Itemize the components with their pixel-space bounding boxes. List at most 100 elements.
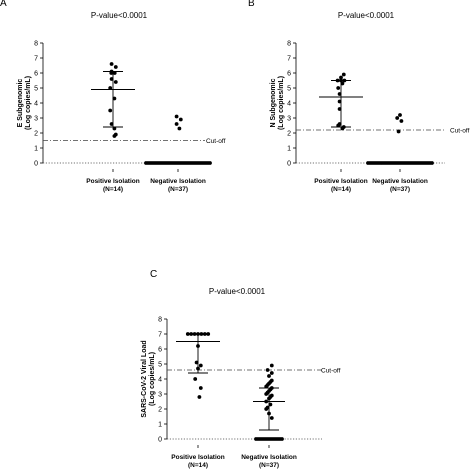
x-category-count: (N=14) — [103, 186, 123, 193]
x-category-label: Negative Isolation — [150, 178, 206, 185]
y-tick-label: 2 — [34, 131, 38, 138]
y-tick-label: 3 — [158, 392, 162, 399]
series-positive — [319, 72, 363, 131]
data-point — [269, 371, 274, 375]
data-point — [177, 126, 182, 131]
x-category-count: (N=37) — [259, 462, 279, 469]
y-tick-label: 0 — [287, 161, 291, 168]
y-tick-label: 6 — [158, 347, 162, 354]
data-point — [269, 363, 274, 368]
y-tick-label: 5 — [287, 86, 291, 93]
chart-panel-c: C P-value<0.0001 0 1 2 3 4 5 6 7 8 SARS-CoV-2 Viral… — [141, 269, 341, 469]
y-tick-label: 8 — [287, 41, 291, 48]
y-tick-label: 4 — [158, 377, 162, 384]
y-axis-title: N Subgenomic — [270, 78, 277, 127]
cutoff-label: Cut-off — [450, 128, 470, 135]
y-axis-title: E Subgenomic — [17, 79, 24, 128]
data-point — [341, 72, 346, 77]
series-negative — [366, 113, 434, 165]
y-tick-label: 7 — [158, 332, 162, 339]
cutoff-label: Cut-off — [206, 138, 226, 145]
y-tick-label: 0 — [34, 161, 38, 168]
series-positive — [91, 62, 135, 138]
y-tick-label: 7 — [287, 56, 291, 63]
y-tick-label: 6 — [34, 71, 38, 78]
data-point — [340, 126, 345, 131]
y-tick-label: 3 — [34, 116, 38, 123]
data-point — [265, 368, 270, 372]
data-point — [174, 122, 179, 126]
data-point — [264, 407, 269, 411]
y-tick-label: 7 — [34, 56, 38, 63]
chart-panel-a: A P-value<0.0001 0 1 2 3 4 5 6 7 8 E Subgenomic (Log… — [0, 0, 226, 193]
data-point — [208, 161, 212, 165]
chart-panel-b: B P-value<0.0001 0 1 2 3 4 5 6 7 8 N Subgenomic (Log… — [248, 0, 470, 193]
y-axis-subtitle: (Log copies/mL) — [149, 352, 156, 406]
data-point — [268, 402, 273, 407]
data-point — [112, 126, 117, 131]
x-category-label: Negative Isolation — [241, 454, 297, 461]
data-point — [399, 119, 404, 123]
data-point — [197, 395, 202, 399]
data-point — [174, 114, 179, 119]
y-tick-label: 8 — [34, 41, 38, 48]
y-tick-label: 2 — [287, 131, 291, 138]
y-tick-label: 1 — [158, 422, 162, 429]
data-point — [430, 161, 434, 165]
y-axis-subtitle: (Log copies/mL) — [278, 76, 285, 130]
y-tick-label: 4 — [34, 101, 38, 108]
data-point — [396, 129, 401, 134]
y-axis-subtitle: (Log copies/mL) — [25, 76, 32, 130]
data-point — [198, 363, 203, 368]
x-category-count: (N=14) — [188, 462, 208, 469]
y-tick-label: 1 — [287, 146, 291, 153]
data-point — [340, 81, 345, 86]
data-point — [185, 332, 190, 336]
panel-letter: A — [0, 0, 7, 9]
data-point — [398, 113, 402, 117]
data-point — [178, 117, 183, 122]
data-point — [108, 86, 113, 90]
data-point — [264, 392, 269, 396]
y-tick-label: 0 — [158, 437, 162, 444]
data-point — [336, 123, 341, 128]
data-point — [339, 75, 343, 80]
data-point — [112, 134, 117, 138]
series-negative — [253, 363, 285, 441]
data-point — [112, 71, 117, 75]
data-point — [395, 116, 400, 120]
x-category-count: (N=37) — [168, 186, 188, 193]
data-point — [267, 374, 271, 378]
y-tick-label: 6 — [287, 71, 291, 78]
y-tick-label: 5 — [34, 86, 38, 93]
panel-letter: C — [150, 269, 157, 280]
data-point — [206, 332, 211, 336]
x-category-count: (N=37) — [390, 186, 410, 193]
series-negative — [144, 114, 212, 165]
x-category-label: Positive Isolation — [86, 178, 139, 185]
p-value-title: P-value<0.0001 — [91, 11, 148, 20]
y-tick-label: 3 — [287, 116, 291, 123]
data-point — [109, 62, 114, 66]
p-value-title: P-value<0.0001 — [338, 11, 395, 20]
y-tick-label: 8 — [158, 317, 162, 324]
data-point — [108, 108, 113, 113]
series-positive — [176, 332, 220, 399]
p-value-title: P-value<0.0001 — [209, 287, 266, 296]
data-point — [198, 386, 203, 390]
data-point — [109, 71, 114, 75]
y-tick-label: 5 — [158, 362, 162, 369]
data-point — [193, 377, 198, 381]
y-tick-label: 2 — [158, 407, 162, 414]
data-point — [336, 86, 341, 90]
data-point — [113, 65, 118, 69]
y-axis-title: SARS-CoV-2 Viral Load — [141, 340, 148, 417]
y-tick-label: 4 — [287, 101, 291, 108]
data-point — [280, 437, 284, 441]
data-point — [113, 80, 118, 84]
data-point — [264, 384, 269, 389]
y-tick-label: 1 — [34, 146, 38, 153]
x-category-label: Positive Isolation — [314, 178, 367, 185]
x-category-label: Negative Isolation — [372, 178, 428, 185]
